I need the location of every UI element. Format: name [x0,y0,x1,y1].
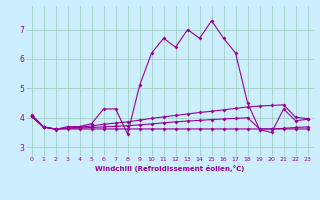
X-axis label: Windchill (Refroidissement éolien,°C): Windchill (Refroidissement éolien,°C) [95,165,244,172]
